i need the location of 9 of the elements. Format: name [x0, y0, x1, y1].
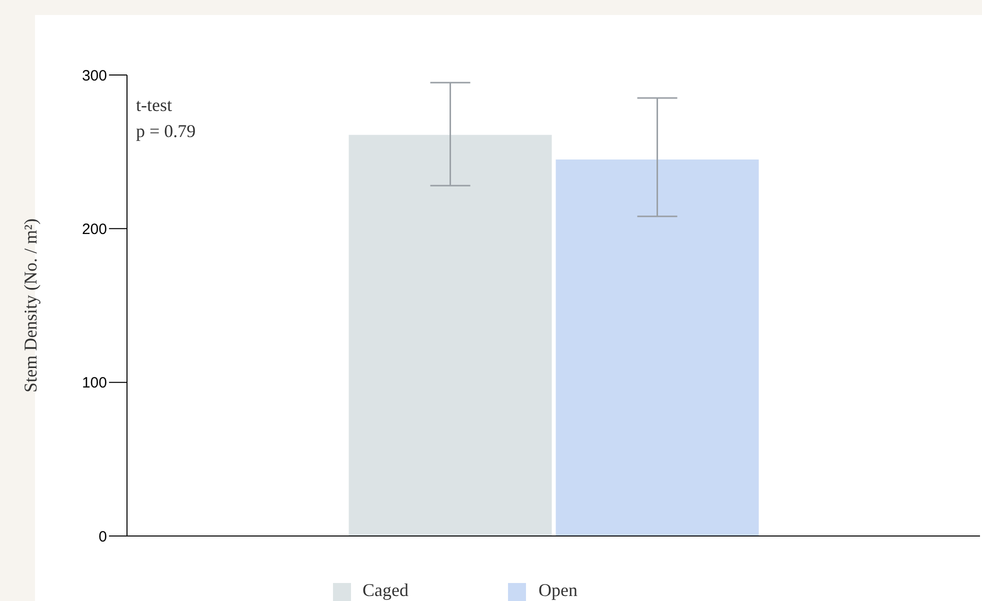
- annotation: p = 0.79: [136, 120, 196, 143]
- annotation: t-test: [136, 94, 173, 117]
- legend-label: Open: [538, 580, 578, 600]
- y-tick-label: 300: [82, 67, 107, 84]
- y-tick-label: 0: [98, 528, 107, 546]
- legend-label: Caged: [362, 580, 408, 600]
- y-tick-label: 100: [82, 374, 107, 392]
- y-axis-title: Stem Density (No. / m²): [20, 218, 40, 392]
- y-tick-label: 200: [82, 220, 107, 238]
